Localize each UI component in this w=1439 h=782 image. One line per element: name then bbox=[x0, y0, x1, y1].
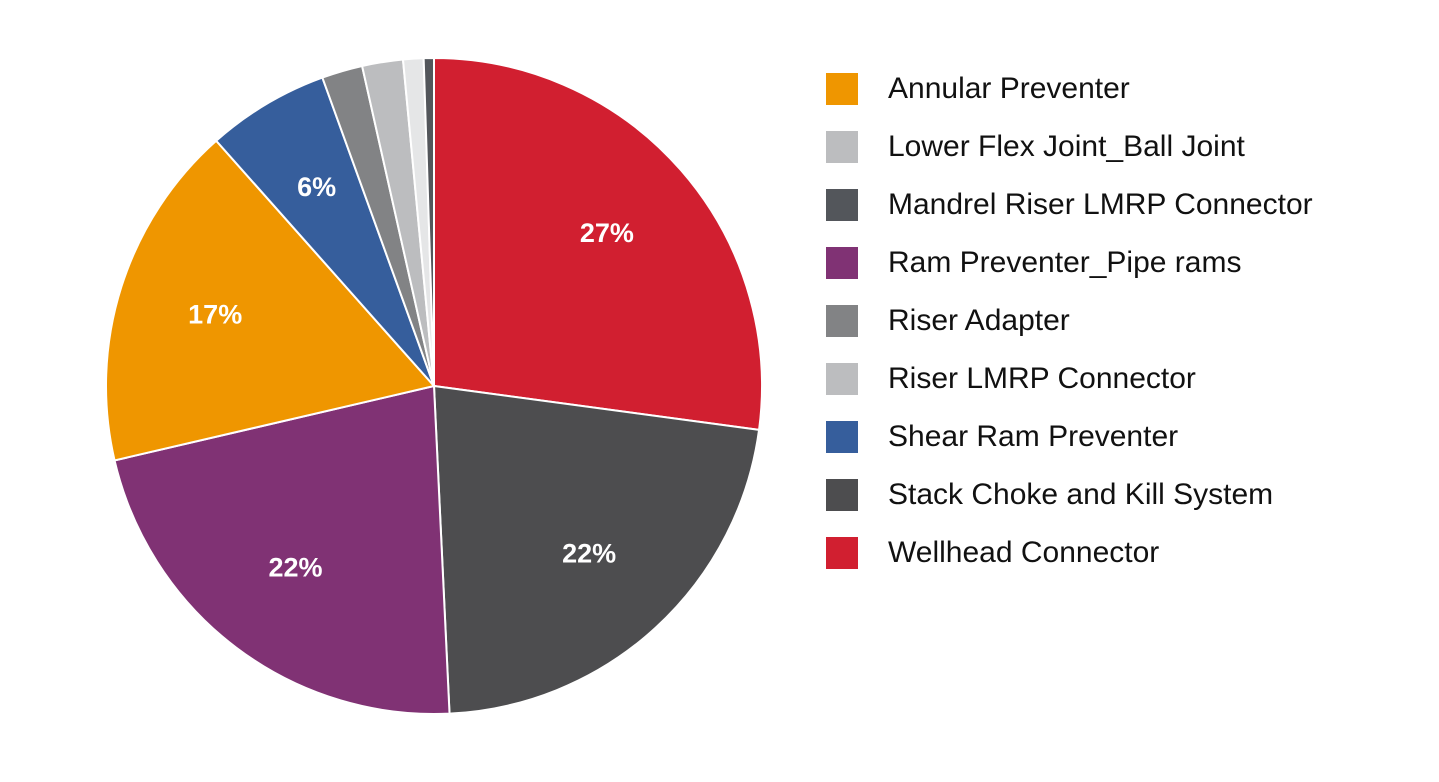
legend-swatch bbox=[826, 479, 858, 511]
slice-percent-label: 22% bbox=[269, 552, 323, 582]
pie-chart: 27% 22% 22% 17% 6% bbox=[105, 56, 763, 715]
legend-item: Wellhead Connector bbox=[826, 524, 1313, 582]
legend-label: Lower Flex Joint_Ball Joint bbox=[888, 130, 1245, 163]
pie-slice-shear-ram-preventer bbox=[214, 76, 435, 387]
slice-percent-label: 6% bbox=[297, 172, 336, 202]
legend-item: Annular Preventer bbox=[826, 60, 1313, 118]
legend-label: Annular Preventer bbox=[888, 72, 1130, 105]
legend-swatch bbox=[826, 305, 858, 337]
slice-percent-label: 27% bbox=[580, 218, 634, 248]
legend-item: Ram Preventer_Pipe rams bbox=[826, 234, 1313, 292]
pie-slice-ram-preventer-pipe-rams bbox=[113, 384, 451, 715]
slice-percent-label: 17% bbox=[188, 300, 242, 330]
legend-label: Ram Preventer_Pipe rams bbox=[888, 246, 1242, 279]
legend-swatch bbox=[826, 421, 858, 453]
legend-label: Stack Choke and Kill System bbox=[888, 478, 1274, 511]
legend-item: Mandrel Riser LMRP Connector bbox=[826, 176, 1313, 234]
pie-slice-stack-choke-and-kill-system bbox=[432, 384, 761, 715]
legend-swatch bbox=[826, 363, 858, 395]
legend-label: Wellhead Connector bbox=[888, 536, 1160, 569]
legend-label: Mandrel Riser LMRP Connector bbox=[888, 188, 1313, 221]
legend-label: Shear Ram Preventer bbox=[888, 420, 1179, 453]
legend: Annular Preventer Lower Flex Joint_Ball J… bbox=[826, 60, 1313, 582]
legend-item: Riser LMRP Connector bbox=[826, 350, 1313, 408]
pie-slice-wellhead-connector bbox=[433, 56, 763, 432]
legend-swatch bbox=[826, 537, 858, 569]
pie-slice-mandrel-riser-lmrp-connector bbox=[422, 56, 435, 387]
pie-labels: 27% 22% 22% 17% 6% bbox=[188, 172, 634, 582]
legend-label: Riser Adapter bbox=[888, 304, 1070, 337]
legend-swatch bbox=[826, 73, 858, 105]
pie-slices bbox=[105, 56, 763, 715]
legend-label: Riser LMRP Connector bbox=[888, 362, 1196, 395]
legend-item: Shear Ram Preventer bbox=[826, 408, 1313, 466]
pie-slice-annular-preventer bbox=[105, 139, 436, 462]
slice-percent-label: 22% bbox=[562, 538, 616, 568]
legend-swatch bbox=[826, 189, 858, 221]
legend-item: Lower Flex Joint_Ball Joint bbox=[826, 118, 1313, 176]
legend-item: Stack Choke and Kill System bbox=[826, 466, 1313, 524]
legend-swatch bbox=[826, 247, 858, 279]
legend-swatch bbox=[826, 131, 858, 163]
legend-item: Riser Adapter bbox=[826, 292, 1313, 350]
